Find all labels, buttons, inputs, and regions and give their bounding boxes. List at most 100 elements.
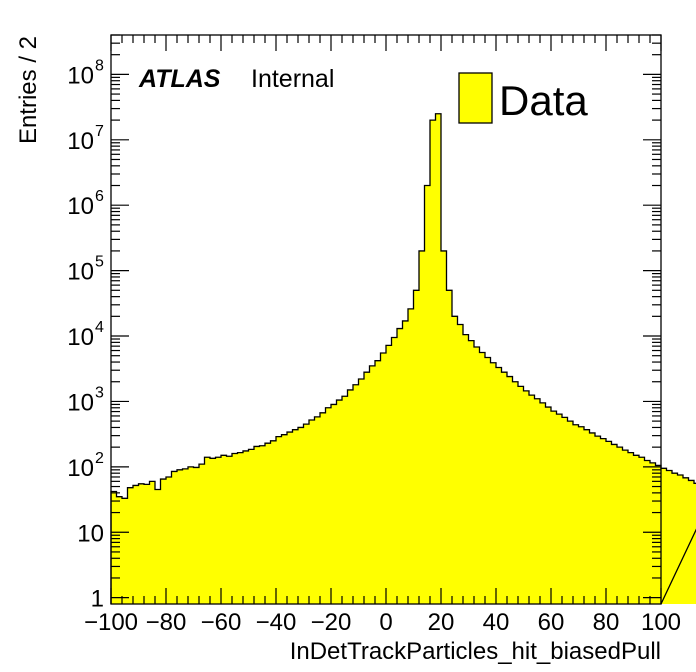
histogram-bin [463, 334, 469, 604]
y-tick-label: 10 [67, 324, 94, 351]
histogram-bin [122, 498, 128, 604]
histogram-bin [314, 416, 321, 604]
histogram-bin [325, 407, 332, 604]
histogram-bin [210, 458, 216, 604]
histogram-bin [358, 379, 365, 604]
y-tick-exponent: 8 [95, 57, 104, 74]
histogram-bin [111, 491, 117, 604]
histogram-bin [452, 316, 458, 604]
status-label: Internal [251, 65, 334, 93]
histogram-bin [562, 417, 568, 604]
histogram-bin [243, 450, 249, 604]
histogram-bin [556, 414, 563, 604]
histogram-bin [578, 426, 585, 604]
histogram-bin [512, 381, 519, 604]
histogram-bin [595, 436, 601, 604]
y-tick-exponent: 3 [95, 384, 104, 401]
histogram-bin [353, 384, 359, 604]
histogram-bin [441, 250, 447, 604]
histogram-bin [309, 420, 315, 604]
histogram-bin [237, 452, 244, 604]
histogram-bin [342, 396, 348, 604]
histogram-bin [215, 457, 222, 604]
histogram-bin [534, 398, 541, 604]
histogram-bin [567, 421, 574, 604]
y-tick-exponent: 2 [95, 450, 104, 467]
x-tick-label: −60 [201, 609, 242, 636]
y-tick-label: 10 [77, 520, 104, 547]
histogram-bin [446, 290, 453, 604]
y-tick-exponent: 4 [95, 319, 104, 336]
histogram-bin [166, 476, 172, 604]
histogram-bin [232, 453, 238, 604]
histogram-bin [138, 483, 145, 604]
y-tick-label: 10 [67, 62, 94, 89]
histogram-bin [276, 436, 282, 604]
histogram-bin [380, 353, 387, 604]
histogram-bin [133, 485, 139, 604]
histogram-bin [666, 470, 673, 604]
histogram-bin [639, 457, 645, 604]
histogram-bin [617, 447, 623, 604]
histogram-bin [468, 340, 475, 604]
y-tick-label: 10 [67, 259, 94, 286]
histogram-bin [474, 346, 480, 604]
histogram-bin [259, 445, 266, 604]
x-tick-label: −80 [146, 609, 187, 636]
histogram-bin [160, 479, 167, 604]
axis-ticks [110, 34, 662, 604]
histogram-bin [529, 395, 535, 604]
plot-frame [110, 34, 662, 605]
histogram-bin [155, 489, 161, 604]
histogram-bin [397, 328, 403, 604]
x-tick-labels: −100 −80 −60 −40 −20 0 20 40 60 80 100 [84, 609, 681, 636]
histogram-bin [149, 481, 156, 604]
histogram-bin [672, 473, 678, 604]
histogram-bin [545, 407, 552, 604]
histogram-bin [193, 467, 200, 604]
histogram-bin [127, 487, 134, 604]
y-tick-label: 10 [67, 128, 94, 155]
y-tick-label: 10 [67, 193, 94, 220]
histogram-bin [496, 367, 502, 604]
histogram-bin [347, 389, 354, 604]
histogram-bin [298, 427, 304, 604]
histogram-bin [633, 455, 640, 604]
histogram-bin [589, 432, 596, 604]
x-tick-label: 40 [483, 609, 510, 636]
histogram-bin [584, 429, 590, 604]
histogram-bin [270, 440, 277, 604]
legend-swatch-data [458, 72, 493, 124]
x-tick-label: −20 [311, 609, 352, 636]
histogram-bin [375, 360, 381, 604]
histogram-bin [457, 324, 464, 604]
histogram-bin [226, 456, 233, 604]
x-tick-label: 0 [379, 609, 392, 636]
histogram-bin [688, 480, 695, 604]
histogram-bin [391, 337, 398, 604]
histogram-bin [694, 483, 696, 604]
histogram-bin [303, 424, 310, 604]
x-axis-label: InDetTrackParticles_hit_biasedPull [290, 638, 661, 665]
histogram-bin [248, 449, 255, 604]
histogram-bin [177, 469, 183, 604]
histogram-bin [573, 424, 579, 604]
x-tick-label: 60 [538, 609, 565, 636]
histogram-bin [600, 438, 607, 604]
histogram-bin [611, 444, 618, 604]
x-tick-label: 80 [593, 609, 620, 636]
x-tick-label: 20 [428, 609, 455, 636]
histogram-bin [606, 441, 612, 604]
histogram-bin [540, 402, 546, 604]
histogram-bin [199, 464, 205, 604]
histogram-bin [369, 365, 376, 604]
x-tick-label: −100 [84, 609, 138, 636]
histogram-bin [661, 468, 667, 604]
histogram-bin [287, 432, 293, 604]
x-tick-label: 100 [641, 609, 681, 636]
legend-label-data: Data [499, 77, 588, 124]
histogram-bin [501, 372, 508, 604]
y-tick-label: 10 [67, 455, 94, 482]
